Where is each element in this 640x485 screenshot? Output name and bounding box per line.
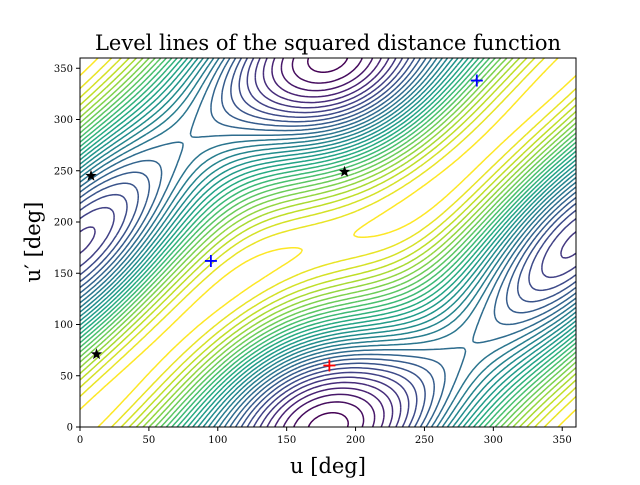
contour-level-line [80,58,576,427]
contour-level-line [80,58,576,427]
x-axis-ticks: 0 50 100 150 200 250 300 350 [77,427,572,446]
y-tick-label: 100 [54,320,73,331]
contour-level-line [80,58,576,427]
y-axis-ticks: 0 50 100 150 200 250 300 350 [54,64,80,434]
contour-level-line [80,58,576,427]
contour-level-line [80,58,576,427]
y-tick-label: 250 [54,166,73,177]
contour-level-line [80,58,576,427]
y-tick-label: 200 [54,218,73,229]
contour-lines [80,58,576,427]
contour-level-line [80,58,576,427]
contour-level-line [280,58,376,427]
x-tick-label: 50 [143,435,156,446]
contour-level-line [307,58,349,427]
contour-level-line [80,58,576,427]
contour-level-line [80,58,576,427]
y-axis-label: u′ [deg] [21,202,45,283]
contour-level-line [80,58,576,427]
x-tick-label: 250 [415,435,434,446]
contour-level-line [80,58,576,427]
x-tick-label: 300 [484,435,503,446]
chart-title: Level lines of the squared distance func… [95,31,561,55]
star-marker [85,169,97,181]
contour-level-line [80,58,576,427]
contour-level-line [80,58,576,427]
markers [85,74,483,372]
x-tick-label: 200 [346,435,365,446]
star-marker [338,165,351,177]
contour-level-line [80,58,576,427]
y-tick-label: 50 [60,371,73,382]
star-marker [90,348,103,360]
x-tick-label: 0 [77,435,83,446]
y-tick-label: 0 [67,423,73,434]
blue-plus-marker [204,254,217,267]
blue-plus-marker [470,74,483,87]
x-tick-label: 350 [553,435,572,446]
y-tick-label: 350 [54,64,73,75]
x-axis-label: u [deg] [290,454,366,478]
contour-level-line [80,58,576,427]
contour-level-line [291,58,365,427]
contour-level-line [80,58,576,427]
y-tick-label: 150 [54,269,73,280]
x-tick-label: 100 [208,435,227,446]
contour-level-line [80,58,576,427]
y-tick-label: 300 [54,115,73,126]
contour-level-line [262,58,394,427]
plot-frame [79,57,577,428]
contour-level-line [80,58,576,427]
red-plus-marker [323,359,336,372]
contour-level-line [80,58,576,427]
contour-level-line [80,58,576,427]
x-tick-label: 150 [277,435,296,446]
